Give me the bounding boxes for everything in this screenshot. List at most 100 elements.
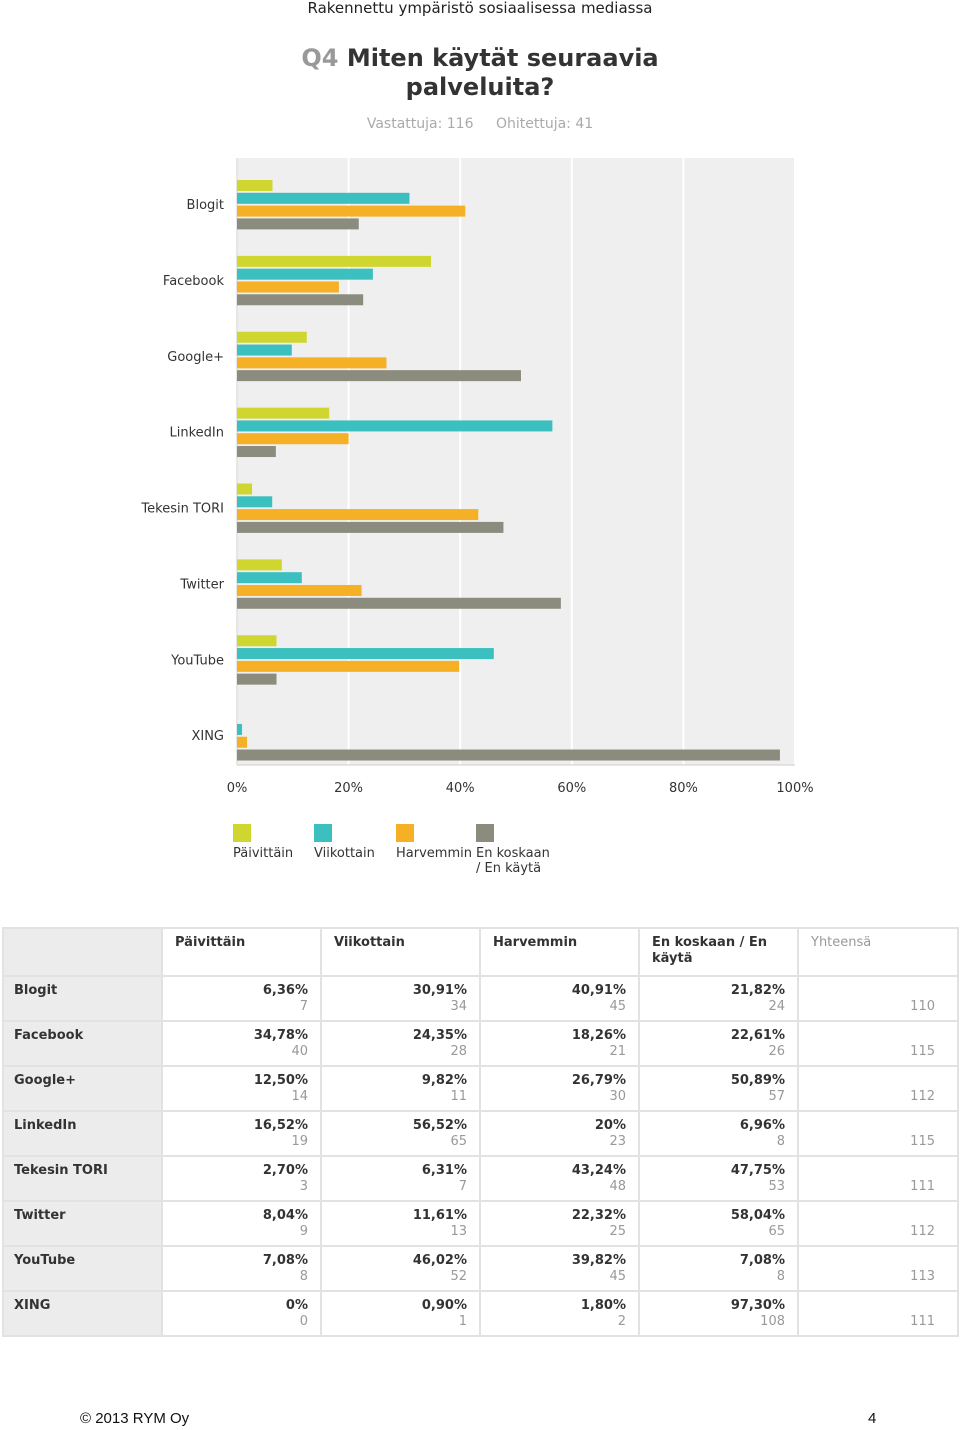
cell-percent: 11,61% [412,1208,467,1223]
legend-swatch [396,824,414,842]
table-row: Blogit 6,36% 7 30,91% 34 40,91% 45 21,82% 24 110 [2,975,959,1022]
cell-percent: 47,75% [730,1163,785,1178]
results-table: Päivittäin Viikottain Harvemmin En koska… [2,927,959,1337]
column-header-total: Yhteensä [797,927,959,977]
cell-count: 45 [609,999,626,1014]
cell-count: 26 [768,1044,785,1059]
cell-percent: 18,26% [571,1028,626,1043]
cell-count: 34 [450,999,467,1014]
category-label: LinkedIn [170,426,224,441]
cell-percent: 46,02% [412,1253,467,1268]
cell-percent: 40,91% [571,983,626,998]
cell-count: 53 [768,1179,785,1194]
cell-percent: 6,36% [262,983,308,998]
cell-percent: 7,08% [739,1253,785,1268]
table-cell: 46,02% 52 [320,1245,481,1292]
bar [237,420,553,432]
cell-count: 25 [609,1224,626,1239]
table-cell: 1,80% 2 [479,1290,640,1337]
bar [237,648,494,660]
bar [237,255,432,267]
cell-percent: 22,61% [730,1028,785,1043]
row-label: Tekesin TORI [2,1155,163,1202]
plot-background [237,158,795,765]
question-title: Q4 Miten käytät seuraavia palveluita? [280,44,680,102]
bar [237,192,410,204]
footer-copyright: © 2013 RYM Oy [80,1410,190,1427]
cell-percent: 21,82% [730,983,785,998]
table-row: LinkedIn 16,52% 19 56,52% 65 20% 23 6,96% 8 115 [2,1110,959,1157]
legend-item: Päivittäin [233,824,293,861]
row-label: Twitter [2,1200,163,1247]
table-cell: 30,91% 34 [320,975,481,1022]
cell-percent: 56,52% [412,1118,467,1133]
bar [237,509,479,521]
row-label: YouTube [2,1245,163,1292]
bar [237,660,460,672]
cell-percent: 9,82% [421,1073,467,1088]
table-cell: 21,82% 24 [638,975,799,1022]
category-label: Blogit [187,198,224,213]
cell-count: 65 [768,1224,785,1239]
cell-count: 19 [291,1134,308,1149]
category-label: Twitter [179,577,224,592]
document-title: Rakennettu ympäristö sosiaalisessa media… [307,0,653,17]
question-number: Q4 [301,44,339,72]
table-cell: 2,70% 3 [161,1155,322,1202]
table-row: Google+ 12,50% 14 9,82% 11 26,79% 30 50,89% 57 11… [2,1065,959,1112]
table-row: XING 0% 0 0,90% 1 1,80% 2 97,30% 108 111 [2,1290,959,1337]
legend-label: Viikottain [314,846,375,861]
cell-percent: 34,78% [253,1028,308,1043]
cell-count: 7 [458,1179,467,1194]
cell-percent: 6,96% [739,1118,785,1133]
cell-percent: 2,70% [262,1163,308,1178]
cell-percent: 22,32% [571,1208,626,1223]
cell-count: 52 [450,1269,467,1284]
cell-percent: 12,50% [253,1073,308,1088]
bar [237,331,307,343]
row-label: XING [2,1290,163,1337]
question-text: Miten käytät seuraavia palveluita? [346,44,659,101]
cell-count: 8 [776,1134,785,1149]
cell-percent: 20% [594,1118,626,1133]
x-tick-label: 60% [557,781,586,796]
column-header: Päivittäin [161,927,322,977]
cell-count: 28 [450,1044,467,1059]
table-cell: 7,08% 8 [161,1245,322,1292]
table-cell: 56,52% 65 [320,1110,481,1157]
cell-count: 57 [768,1089,785,1104]
cell-count: 14 [291,1089,308,1104]
cell-count: 13 [450,1224,467,1239]
cell-count: 45 [609,1269,626,1284]
table-cell: 58,04% 65 [638,1200,799,1247]
bar [237,357,387,369]
bar [237,584,362,596]
row-label: Blogit [2,975,163,1022]
table-header-row: Päivittäin Viikottain Harvemmin En koska… [2,927,959,977]
bar [237,559,282,571]
table-row: Twitter 8,04% 9 11,61% 13 22,32% 25 58,04% 65 112 [2,1200,959,1247]
table-cell: 6,96% 8 [638,1110,799,1157]
x-tick-label: 40% [446,781,475,796]
table-cell: 39,82% 45 [479,1245,640,1292]
cell-percent: 24,35% [412,1028,467,1043]
skipped-count: Ohitettuja: 41 [495,116,594,132]
cell-percent: 6,31% [421,1163,467,1178]
cell-percent: 0,90% [421,1298,467,1313]
table-cell: 0,90% 1 [320,1290,481,1337]
bar [237,344,292,356]
bar [237,281,339,293]
table-cell: 8,04% 9 [161,1200,322,1247]
column-header: En koskaan / En käytä [638,927,799,977]
table-cell: 40,91% 45 [479,975,640,1022]
row-label: Google+ [2,1065,163,1112]
bar [237,370,521,382]
bar [237,572,302,584]
cell-count: 30 [609,1089,626,1104]
legend-label-line2: / En käytä [476,861,542,876]
table-cell: 11,61% 13 [320,1200,481,1247]
table-cell: 24,35% 28 [320,1020,481,1067]
bar [237,749,780,761]
table-cell: 7,08% 8 [638,1245,799,1292]
bar [237,597,561,609]
